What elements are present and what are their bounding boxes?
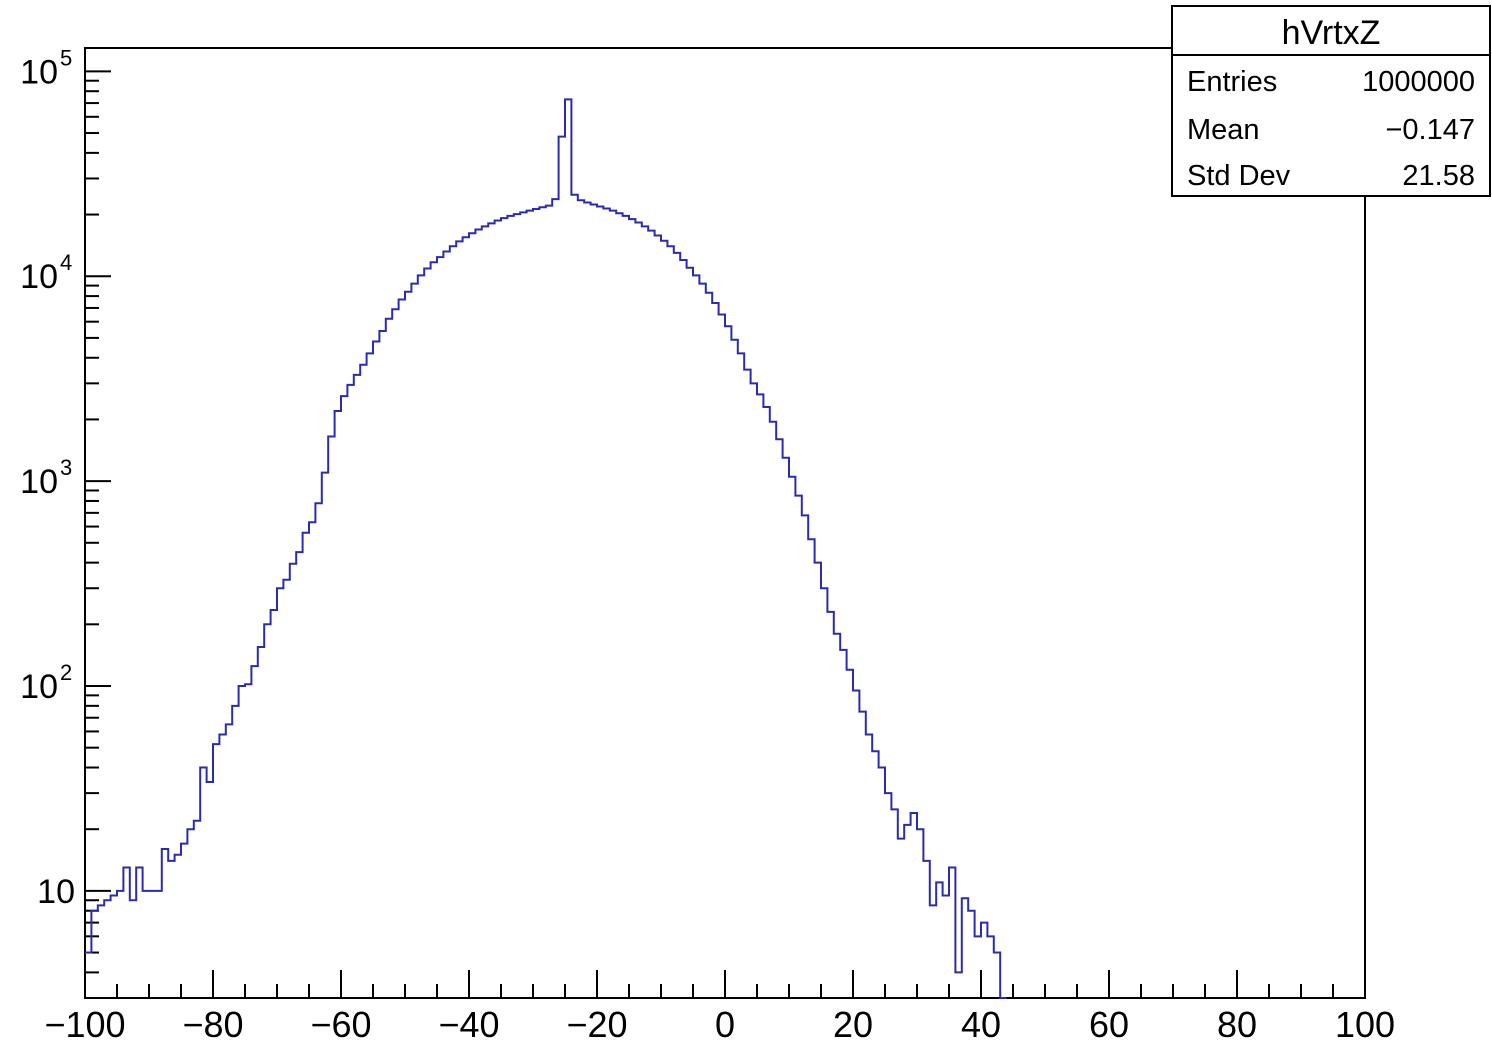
- y-tick-label-base: 10: [20, 668, 58, 706]
- y-tick-label-base: 10: [20, 258, 58, 296]
- y-tick-label: 10 5: [20, 45, 72, 91]
- y-tick-label-exponent: 4: [60, 250, 72, 275]
- y-tick-label-exponent: 3: [60, 455, 72, 480]
- stats-label-std-dev: Std Dev: [1187, 160, 1291, 192]
- x-tick-label: −40: [438, 1004, 499, 1045]
- histogram-series-line: [85, 98, 1007, 999]
- y-tick-label-exponent: 2: [60, 660, 72, 685]
- stats-label-mean: Mean: [1187, 114, 1260, 146]
- x-tick-label: −100: [44, 1004, 125, 1045]
- x-tick-label: 100: [1335, 1004, 1395, 1045]
- stats-box: hVrtxZ Entries 1000000 Mean −0.147 Std D…: [1171, 5, 1491, 197]
- stats-value-entries: 1000000: [1362, 66, 1475, 98]
- stats-value-mean: −0.147: [1385, 114, 1475, 146]
- stats-value-std-dev: 21.58: [1402, 160, 1475, 192]
- y-tick-label-base: 10: [37, 873, 75, 911]
- x-tick-label: 60: [1089, 1004, 1129, 1045]
- y-tick-label: 10 4: [20, 250, 72, 296]
- y-tick-label: 10 3: [20, 455, 72, 501]
- y-tick-label-base: 10: [20, 463, 58, 501]
- stats-label-entries: Entries: [1187, 66, 1277, 98]
- x-tick-label: 40: [961, 1004, 1001, 1045]
- x-tick-label: 20: [833, 1004, 873, 1045]
- x-tick-label: −20: [566, 1004, 627, 1045]
- y-tick-label: 10 2: [20, 660, 72, 706]
- y-tick-label: 10: [37, 873, 75, 911]
- x-tick-labels: −100 −80 −60 −40 −20 0 20 40 60 80 100: [44, 1004, 1395, 1045]
- stats-box-title: hVrtxZ: [1282, 14, 1381, 52]
- x-tick-label: 0: [715, 1004, 735, 1045]
- y-tick-label-base: 10: [20, 53, 58, 91]
- y-tick-label-exponent: 5: [60, 45, 72, 70]
- x-tick-label: −60: [310, 1004, 371, 1045]
- tick-marks: [84, 70, 1366, 999]
- x-tick-label: −80: [182, 1004, 243, 1045]
- stats-box-frame: [1171, 5, 1491, 197]
- x-tick-label: 80: [1217, 1004, 1257, 1045]
